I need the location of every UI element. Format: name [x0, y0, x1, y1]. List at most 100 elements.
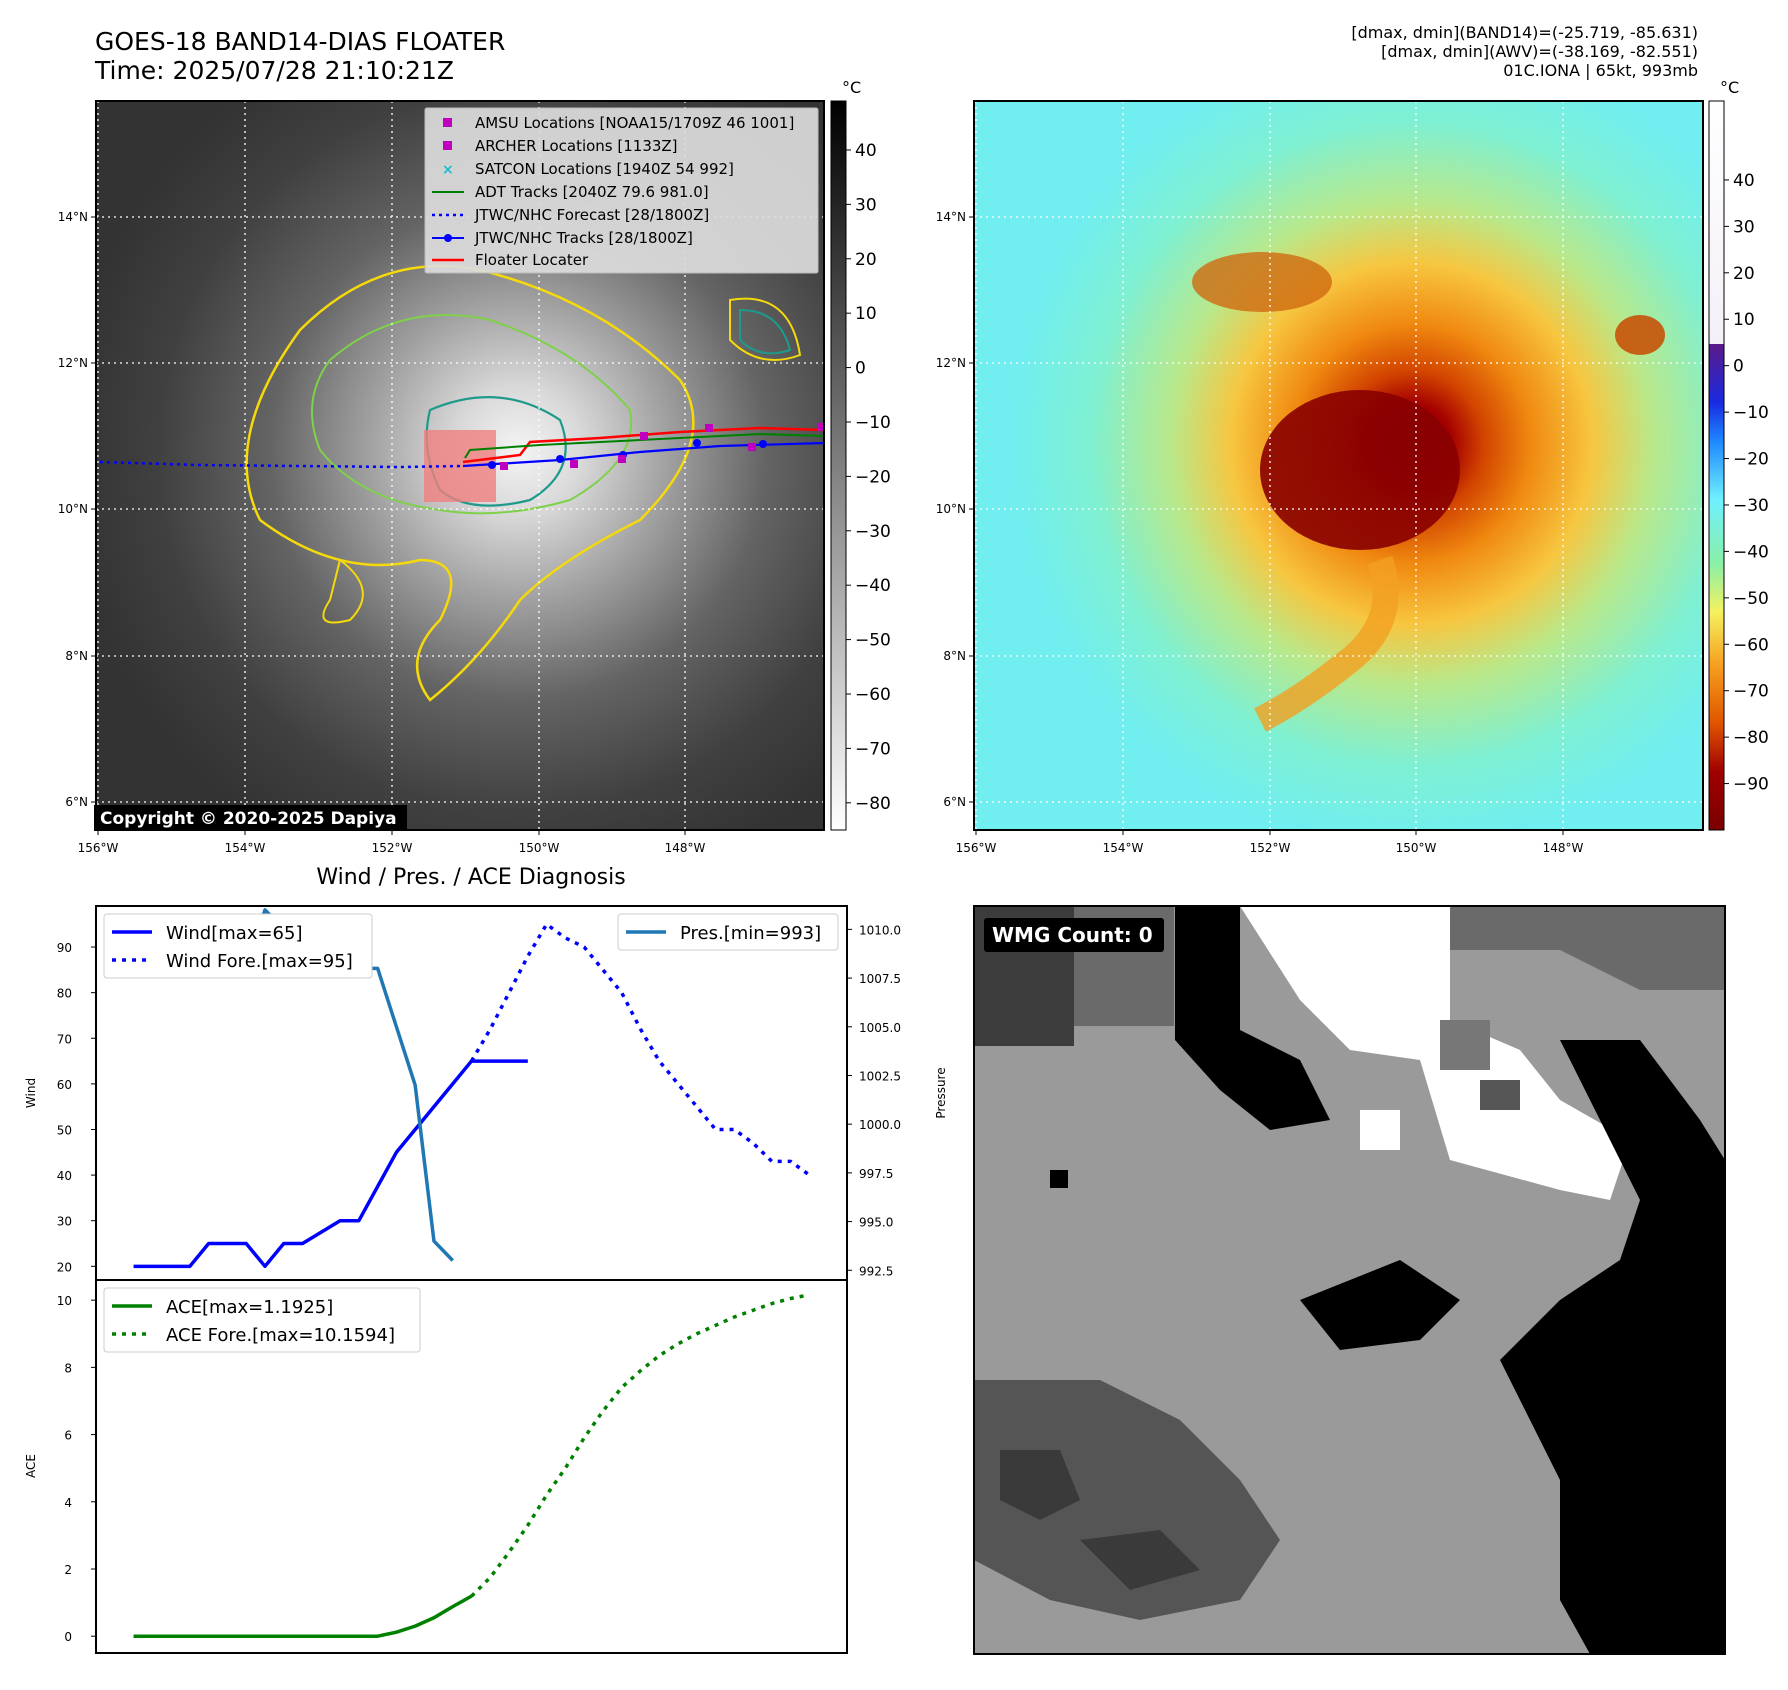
- right-y-tick-label: 1010.0: [859, 923, 901, 937]
- legend-amsu: AMSU Locations [NOAA15/1709Z 46 1001]: [475, 114, 794, 132]
- floater-locater-line: [462, 426, 824, 464]
- left-y-tick-label: 70: [57, 1032, 72, 1046]
- right-y-tick-label: 1000.0: [859, 1118, 901, 1132]
- wind-legend: Wind[max=65] Wind Fore.[max=95]: [103, 913, 373, 979]
- ir-colorbar-tick-label: −10: [855, 413, 891, 433]
- wind-axis-label: Wind: [24, 1078, 38, 1108]
- awv-lat-tick-label: 6°N: [943, 795, 966, 809]
- awv-lat-tick-label: 14°N: [936, 210, 966, 224]
- left-y-tick-label: 8: [64, 1361, 72, 1375]
- awv-colorbar-tick-label: −70: [1733, 682, 1769, 702]
- ir-colorbar-tick-label: 0: [855, 359, 866, 379]
- ace-legend: ACE[max=1.1925] ACE Fore.[max=10.1594]: [103, 1287, 421, 1353]
- awv-colorbar-tick-label: 20: [1733, 264, 1755, 284]
- legend-ace-forecast: ACE Fore.[max=10.1594]: [166, 1325, 395, 1346]
- awv-lon-tick-label: 152°W: [1250, 841, 1291, 855]
- wmg-panel: WMG Count: 0: [973, 905, 1726, 1655]
- ace-fore-series-line: [470, 1293, 810, 1598]
- ir-colorbar-tick-label: 10: [855, 304, 877, 324]
- ir-colorbar-tick-label: −70: [855, 739, 891, 759]
- ir-colorbar-tick-label: −30: [855, 522, 891, 542]
- ir-colorbar-tick-label: 30: [855, 195, 877, 215]
- archer-legend-marker: [443, 141, 452, 150]
- diagnosis-title: Wind / Pres. / ACE Diagnosis: [316, 865, 625, 890]
- right-y-tick-label: 997.5: [859, 1167, 893, 1181]
- legend-wind: Wind[max=65]: [166, 923, 303, 944]
- map-axis-ticks: 156°W 156°W 154°W 154°W 152°W 152°W 150°W 150°W…: [58, 210, 1584, 855]
- right-y-tick-label: 1007.5: [859, 972, 901, 986]
- awv-colorbar-tick-label: −90: [1733, 775, 1769, 795]
- awv-lon-tick-label: 150°W: [1396, 841, 1437, 855]
- left-y-tick-label: 20: [57, 1260, 72, 1274]
- legend-floater: Floater Locater: [475, 251, 589, 269]
- legend-ace: ACE[max=1.1925]: [166, 1297, 333, 1318]
- ir-colorbar-tick-label: −80: [855, 794, 891, 814]
- tracks-legend-marker: [444, 234, 452, 242]
- ir-lon-tick-label: 148°W: [665, 841, 706, 855]
- awv-lat-tick-label: 10°N: [936, 502, 966, 516]
- awv-lat-tick-label: 8°N: [943, 649, 966, 663]
- awv-colorbar-tick-label: −10: [1733, 403, 1769, 423]
- awv-colorbar-tick-label: −40: [1733, 542, 1769, 562]
- ir-lat-tick-label: 12°N: [58, 356, 88, 370]
- awv-colorbar-tick-label: 0: [1733, 357, 1744, 377]
- right-y-tick-label: 1005.0: [859, 1021, 901, 1035]
- awv-colorbar: °C 40 30 20 10 0 −10 −20 −30 −40 −50 −60 −70 −80 −90: [1708, 78, 1769, 831]
- pressure-legend: Pres.[min=993]: [617, 913, 839, 951]
- amsu-legend-marker: [443, 118, 452, 127]
- awv-map-frame: [973, 100, 1704, 831]
- ir-colorbar-tick-label: −50: [855, 631, 891, 651]
- pressure-axis-label: Pressure: [934, 1067, 948, 1118]
- legend-wind-forecast: Wind Fore.[max=95]: [166, 951, 353, 972]
- awv-map-panel: [973, 100, 1704, 831]
- left-y-tick-label: 90: [57, 941, 72, 955]
- cloud-contours: [245, 264, 802, 702]
- figure-title: GOES-18 BAND14-DIAS FLOATER: [95, 27, 506, 56]
- ace-axis-label: ACE: [24, 1454, 38, 1478]
- ir-colorbar-tick-label: 20: [855, 250, 877, 270]
- awv-lon-tick-label: 156°W: [956, 841, 997, 855]
- left-y-tick-label: 30: [57, 1215, 72, 1229]
- legend-satcon: SATCON Locations [1940Z 54 992]: [475, 160, 734, 178]
- ir-lon-tick-label: 152°W: [372, 841, 413, 855]
- awv-colorbar-tick-label: 40: [1733, 171, 1755, 191]
- wmg-count-label: WMG Count: 0: [992, 923, 1153, 947]
- left-y-tick-label: 4: [64, 1496, 72, 1510]
- left-y-tick-label: 50: [57, 1123, 72, 1137]
- ir-lat-tick-label: 10°N: [58, 502, 88, 516]
- wind-series-line: [133, 1059, 528, 1269]
- awv-colorbar-tick-label: −20: [1733, 450, 1769, 470]
- satcon-legend-marker: ×: [442, 162, 454, 178]
- right-y-tick-label: 992.5: [859, 1264, 893, 1278]
- ir-colorbar-tick-label: −60: [855, 685, 891, 705]
- ace-series-line: [133, 1594, 473, 1638]
- legend-jtwc-tracks: JTWC/NHC Tracks [28/1800Z]: [474, 229, 693, 247]
- ir-colorbar-tick-label: −40: [855, 576, 891, 596]
- awv-colorbar-tick-label: −30: [1733, 496, 1769, 516]
- wind-pressure-panel: 20 30 40 50 60 70 80 90 992.5 995.0 997.5 1000.0 100…: [24, 905, 948, 1281]
- right-y-tick-label: 995.0: [859, 1216, 893, 1230]
- awv-colorbar-tick-label: −50: [1733, 589, 1769, 609]
- ir-lon-tick-label: 156°W: [78, 841, 119, 855]
- ace-panel: 0 2 4 6 8 10 ACE ACE[max=1.1925] ACE Fore.[ma…: [24, 1279, 848, 1654]
- storm-info: 01C.IONA | 65kt, 993mb: [1503, 61, 1698, 80]
- wmg-image: [974, 906, 1725, 1654]
- ir-colorbar-tick-label: 40: [855, 141, 877, 161]
- legend-archer: ARCHER Locations [1133Z]: [475, 137, 678, 155]
- floater-box: [424, 430, 496, 502]
- left-y-tick-label: 6: [64, 1429, 72, 1443]
- left-y-tick-label: 0: [64, 1630, 72, 1644]
- legend-pressure: Pres.[min=993]: [680, 923, 821, 944]
- legend-adt: ADT Tracks [2040Z 79.6 981.0]: [475, 183, 709, 201]
- ir-lon-tick-label: 150°W: [519, 841, 560, 855]
- awv-colorbar-unit: °C: [1720, 78, 1739, 97]
- right-y-tick-label: 1002.5: [859, 1069, 901, 1083]
- ir-lat-tick-label: 14°N: [58, 210, 88, 224]
- left-y-tick-label: 10: [57, 1294, 72, 1308]
- ir-colorbar: °C 40 30 20 10 0 −10 −20 −30 −40 −50 −60 −70 −80: [830, 78, 891, 831]
- band14-range-info: [dmax, dmin](BAND14)=(-25.719, -85.631): [1351, 23, 1698, 42]
- map-legend: AMSU Locations [NOAA15/1709Z 46 1001] AR…: [424, 107, 819, 274]
- awv-colorbar-tick-label: 30: [1733, 217, 1755, 237]
- awv-grid: [974, 101, 1703, 830]
